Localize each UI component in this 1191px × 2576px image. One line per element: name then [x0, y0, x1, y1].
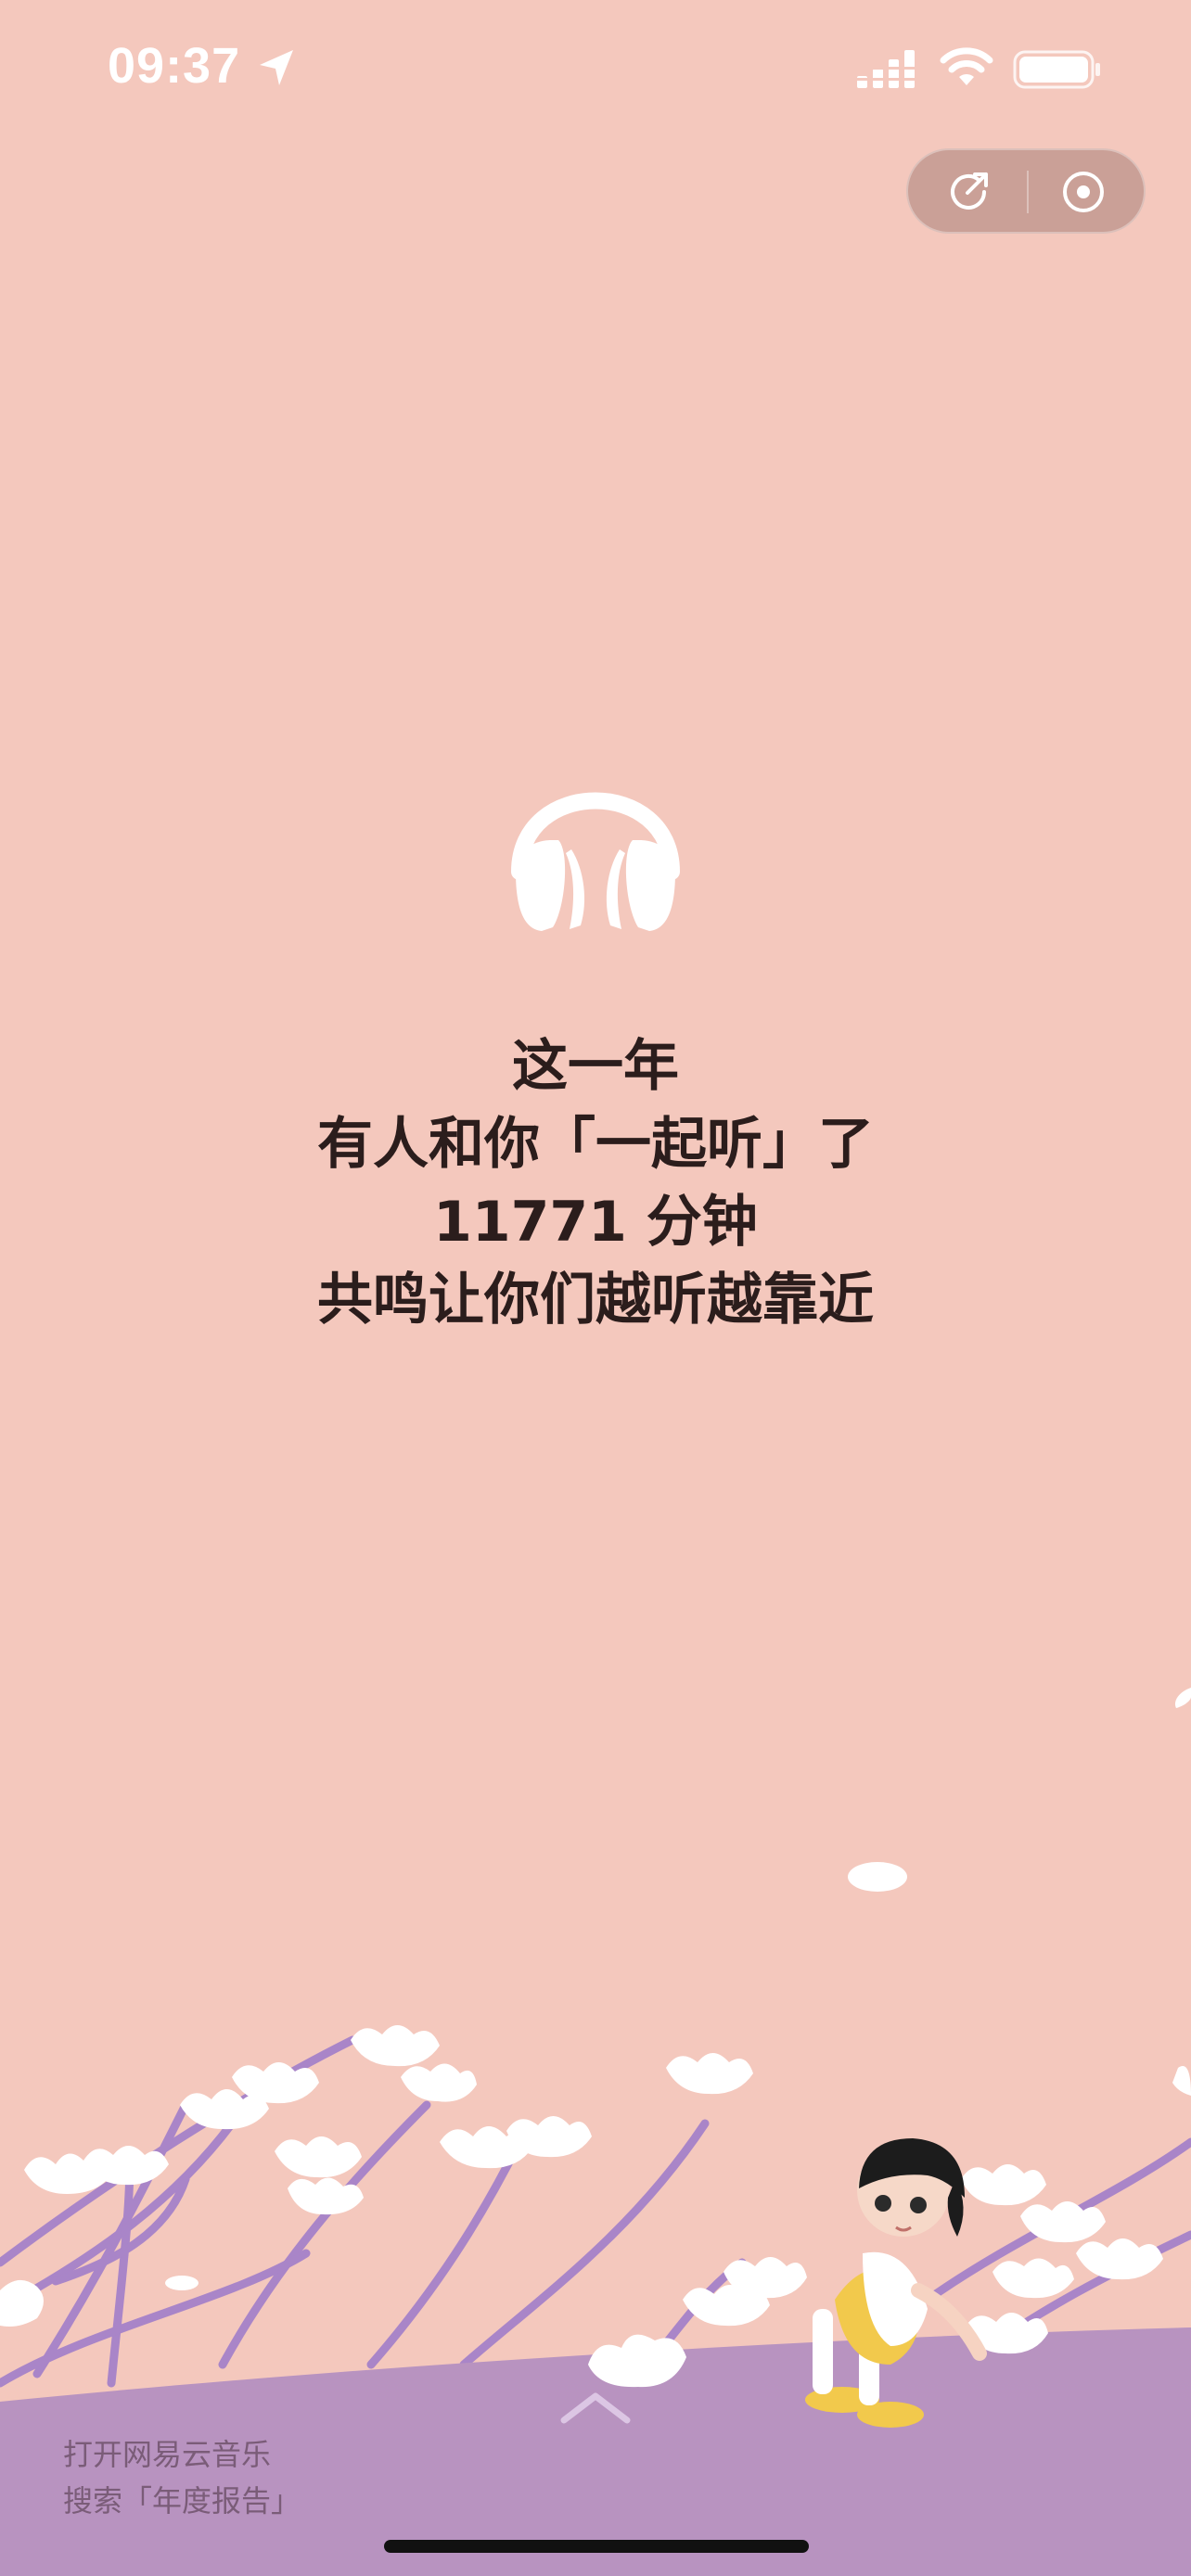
location-arrow-icon: [260, 50, 293, 85]
message-line-3: 11771 分钟: [433, 1190, 758, 1255]
report-message: 这一年 有人和你「一起听」了 11771 分钟 共鸣让你们越听越靠近: [0, 1027, 1191, 1339]
share-icon[interactable]: [945, 169, 992, 215]
home-indicator[interactable]: [384, 2540, 809, 2553]
flower-field-illustration: [0, 1688, 1191, 2576]
status-bar: 09:37: [0, 0, 1191, 139]
footer-line-2: 搜索「年度报告」: [63, 2483, 301, 2519]
capsule-divider: [1027, 171, 1029, 213]
character-figure: [805, 2138, 987, 2428]
white-flowers: [0, 2025, 1191, 2388]
status-time: 09:37: [108, 38, 241, 94]
miniprogram-capsule: [906, 148, 1146, 234]
footer-hint: 打开网易云音乐 搜索「年度报告」: [63, 2431, 301, 2524]
wifi-icon: [940, 47, 993, 85]
message-line-1: 这一年: [512, 1034, 679, 1099]
cellular-signal-icon: [857, 50, 915, 88]
target-close-icon[interactable]: [1060, 169, 1107, 215]
headphones-icon: [511, 792, 680, 931]
message-line-4: 共鸣让你们越听越靠近: [317, 1268, 874, 1333]
footer-line-1: 打开网易云音乐: [63, 2437, 272, 2472]
battery-icon: [1013, 50, 1100, 89]
ground: [0, 2327, 1191, 2576]
chevron-up-icon[interactable]: [558, 2387, 633, 2428]
falling-petals: [848, 1688, 1191, 1892]
message-line-2: 有人和你「一起听」了: [317, 1112, 874, 1177]
